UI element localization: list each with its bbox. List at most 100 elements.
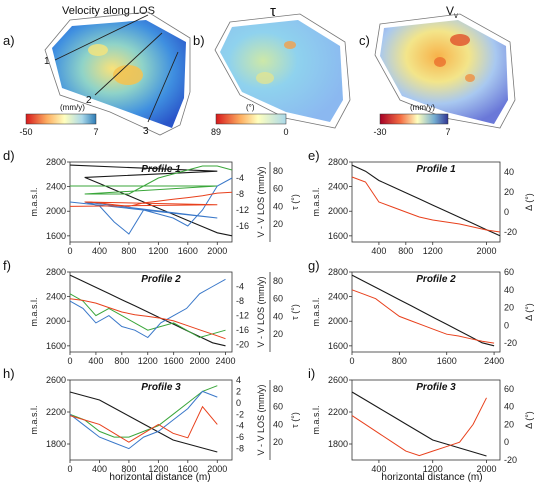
y-tick-label: 2000 xyxy=(46,206,66,216)
profile-label-3: 3 xyxy=(143,126,149,137)
panel-label: d) xyxy=(3,148,15,163)
y2-tick-label: 0 xyxy=(236,398,241,408)
x-tick-label: 0 xyxy=(349,356,354,366)
y-tick-label: 2000 xyxy=(328,206,348,216)
y2-tick-label: 60 xyxy=(504,267,514,277)
y3-tick-label: 60 xyxy=(273,294,283,304)
x-tick-label: 400 xyxy=(371,246,386,256)
y3-tick-label: 40 xyxy=(273,201,283,211)
x-tick-label: 2000 xyxy=(207,246,227,256)
y2-axis-label: V - V LOS (mm/y) xyxy=(256,276,266,347)
map-c-raster xyxy=(380,20,508,124)
y3-tick-label: 80 xyxy=(273,276,283,286)
profile-label-2: 2 xyxy=(86,95,92,106)
y3-axis-label: τ (°) xyxy=(290,304,300,320)
series-line-delta xyxy=(351,289,495,344)
map-panel-c: c) Vv (mm/y) -30 7 xyxy=(359,4,516,137)
y-axis-label: m.a.s.l. xyxy=(311,187,321,216)
map-a-title: Velocity along LOS xyxy=(62,5,155,17)
chart-title: Profile 3 xyxy=(141,382,181,393)
panel-label-a: a) xyxy=(3,33,15,48)
y2-axis-label: Δ (°) xyxy=(524,411,534,429)
series-line-v xyxy=(69,293,226,339)
y2-tick-label: 0 xyxy=(504,207,509,217)
chart-title: Profile 1 xyxy=(416,164,456,175)
colorbar-b-min: 89 xyxy=(211,127,221,137)
y2-tick-label: 0 xyxy=(504,437,509,447)
profile-line-1 xyxy=(54,14,149,61)
chart-title: Profile 2 xyxy=(416,274,456,285)
series-line-elevation xyxy=(351,274,495,347)
y2-tick-label: -20 xyxy=(504,455,517,465)
x-tick-label: 1200 xyxy=(138,356,158,366)
y2-axis-label: V - V LOS (mm/y) xyxy=(256,384,266,455)
y2-tick-label: -4 xyxy=(236,282,244,292)
y2-tick-label: 20 xyxy=(504,187,514,197)
y-axis-label: m.a.s.l. xyxy=(29,187,39,216)
x-tick-label: 0 xyxy=(67,356,72,366)
series-line-v-los xyxy=(69,278,226,339)
y2-tick-label: -8 xyxy=(236,444,244,454)
series-line-delta xyxy=(351,397,487,457)
y2-axis-label: Δ (°) xyxy=(524,193,534,211)
y-axis-label: m.a.s.l. xyxy=(311,405,321,434)
x-tick-label: 800 xyxy=(121,464,136,474)
map-b-title: τ xyxy=(270,3,276,20)
series-line-tau xyxy=(69,298,226,340)
x-tick-label: 400 xyxy=(371,464,386,474)
panel-label-b: b) xyxy=(193,33,205,48)
y3-tick-label: 60 xyxy=(273,402,283,412)
y-axis-label: m.a.s.l. xyxy=(29,405,39,434)
y-tick-label: 2800 xyxy=(328,267,348,277)
plot-frame xyxy=(351,161,501,243)
x-tick-label: 400 xyxy=(92,464,107,474)
colorbar-a xyxy=(25,113,97,125)
y2-tick-label: 4 xyxy=(236,375,241,385)
x-tick-label: 1200 xyxy=(423,246,443,256)
panel-label: h) xyxy=(3,366,15,381)
x-tick-label: 1600 xyxy=(437,356,457,366)
series-line-v-los xyxy=(69,390,218,450)
x-tick-label: 2000 xyxy=(190,356,210,366)
y-tick-label: 2600 xyxy=(46,375,66,385)
x-tick-label: 2000 xyxy=(477,464,497,474)
y-tick-label: 1800 xyxy=(328,439,348,449)
y3-tick-label: 80 xyxy=(273,384,283,394)
map-b-outline xyxy=(214,13,351,129)
x-tick-label: 1600 xyxy=(178,246,198,256)
map-panel-a: a) Velocity along LOS 1 2 3 (mm/y) -50 7 xyxy=(3,5,191,137)
x-tick-label: 800 xyxy=(398,246,413,256)
y2-tick-label: 0 xyxy=(504,320,509,330)
y-tick-label: 1600 xyxy=(328,341,348,351)
chart-title: Profile 2 xyxy=(141,274,181,285)
y-tick-label: 1600 xyxy=(46,231,66,241)
y3-axis-label: τ (°) xyxy=(290,412,300,428)
y-tick-label: 2400 xyxy=(328,182,348,192)
x-tick-label: 0 xyxy=(67,246,72,256)
x-tick-label: 0 xyxy=(67,464,72,474)
series-line-elevation xyxy=(351,164,501,237)
series-line-delta xyxy=(351,176,501,233)
map-c-title-sub: v xyxy=(454,11,458,20)
y3-tick-label: 60 xyxy=(273,184,283,194)
y3-tick-label: 40 xyxy=(273,419,283,429)
series-line-elevation xyxy=(69,391,218,453)
series-line-tau xyxy=(69,191,233,207)
y2-tick-label: 40 xyxy=(504,402,514,412)
map-a-hotspot xyxy=(88,44,108,56)
map-a-outline xyxy=(44,11,191,136)
y-tick-label: 1600 xyxy=(328,231,348,241)
colorbar-a-max: 7 xyxy=(93,127,98,137)
map-c-hotspot xyxy=(465,74,475,82)
y3-tick-label: 20 xyxy=(273,329,283,339)
series-line-elevation xyxy=(69,164,233,237)
y2-tick-label: -16 xyxy=(236,221,249,231)
x-tick-label: 1200 xyxy=(423,464,443,474)
map-c-unit: (mm/y) xyxy=(410,103,435,112)
plot-frame xyxy=(69,379,233,461)
map-c-outline xyxy=(374,13,516,129)
map-c-hotspot xyxy=(450,34,470,46)
map-b-unit: (°) xyxy=(246,103,255,112)
